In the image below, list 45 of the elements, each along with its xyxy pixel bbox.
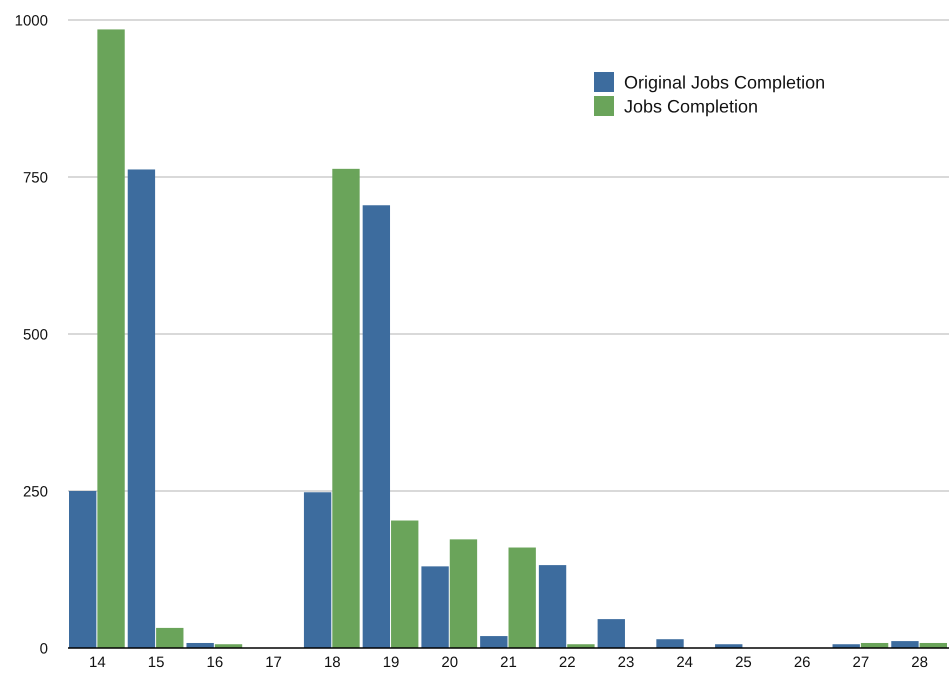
x-tick-label: 25 bbox=[735, 654, 752, 671]
x-tick-label: 14 bbox=[89, 654, 106, 671]
bar bbox=[362, 205, 390, 648]
bar bbox=[156, 628, 184, 648]
bar bbox=[97, 29, 125, 648]
bar bbox=[450, 539, 478, 648]
bar bbox=[69, 491, 96, 648]
bar bbox=[538, 565, 566, 648]
bar bbox=[421, 566, 449, 648]
bar bbox=[860, 642, 888, 648]
x-tick-label: 16 bbox=[206, 654, 224, 671]
x-tick-label: 26 bbox=[794, 654, 811, 671]
legend-label: Jobs Completion bbox=[624, 96, 758, 116]
bar bbox=[186, 642, 214, 648]
bar bbox=[480, 636, 508, 648]
bar bbox=[920, 642, 947, 648]
x-tick-label: 17 bbox=[265, 654, 282, 671]
x-tick-label: 19 bbox=[382, 654, 400, 671]
y-tick-label: 500 bbox=[22, 326, 48, 344]
bar bbox=[715, 644, 742, 648]
bar bbox=[304, 492, 332, 648]
bar bbox=[656, 639, 684, 648]
bar bbox=[128, 169, 156, 648]
x-tick-label: 23 bbox=[618, 654, 634, 671]
y-tick-label: 750 bbox=[22, 169, 48, 186]
bar bbox=[391, 520, 418, 648]
x-tick-label: 20 bbox=[441, 654, 458, 671]
y-tick-label: 0 bbox=[40, 640, 48, 658]
bar bbox=[332, 168, 360, 648]
bar bbox=[598, 619, 625, 648]
x-tick-label: 24 bbox=[676, 654, 694, 671]
x-tick-label: 28 bbox=[911, 654, 928, 671]
x-tick-label: 27 bbox=[852, 654, 870, 671]
x-tick-label: 18 bbox=[324, 654, 341, 671]
bar bbox=[214, 644, 242, 648]
x-tick-label: 21 bbox=[500, 654, 517, 671]
bar bbox=[567, 644, 595, 648]
bar bbox=[832, 644, 860, 648]
legend-label: Original Jobs Completion bbox=[624, 72, 826, 92]
bar bbox=[891, 641, 919, 648]
x-tick-label: 15 bbox=[148, 654, 164, 671]
x-tick-label: 22 bbox=[558, 654, 576, 671]
y-tick-label: 250 bbox=[22, 483, 48, 500]
y-tick-label: 1000 bbox=[14, 12, 48, 30]
bar bbox=[508, 548, 536, 648]
